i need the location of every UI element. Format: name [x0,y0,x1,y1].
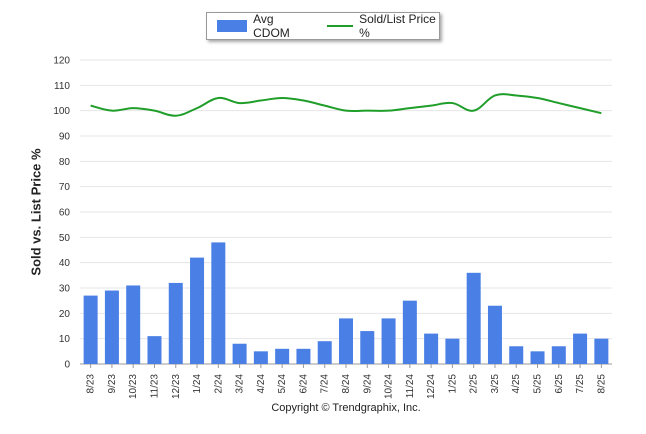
x-tick-10-23: 10/23 [128,374,139,399]
chart-legend: Avg CDOM Sold/List Price % [206,12,440,40]
x-tick-1-25: 1/25 [447,374,458,394]
bar-5-24 [275,348,290,364]
bar-11-24 [402,300,417,364]
bar-2-24 [211,242,226,364]
x-tick-8-24: 8/24 [341,374,352,394]
bar-series [83,242,609,364]
legend-item-sold-list: Sold/List Price % [307,12,439,40]
x-tick-12-24: 12/24 [426,374,437,399]
bar-3-25 [487,305,502,364]
legend-item-avg-cdom: Avg CDOM [207,12,307,40]
bar-1-25 [445,338,460,364]
x-tick-2-24: 2/24 [213,374,224,394]
y-tick-40: 40 [59,258,71,269]
x-tick-7-25: 7/25 [575,374,586,394]
x-tick-11-24: 11/24 [405,374,416,399]
x-tick-8-23: 8/23 [86,374,97,394]
x-tick-7-24: 7/24 [320,374,331,394]
y-tick-60: 60 [59,208,71,219]
x-tick-3-25: 3/25 [490,374,501,394]
line-series [90,93,602,117]
legend-swatch-bar [217,20,248,32]
copyright-text: Copyright © Trendgraphix, Inc. [271,402,421,414]
bar-6-24 [296,348,311,364]
bar-5-25 [530,351,545,364]
y-tick-70: 70 [59,182,71,193]
y-tick-labels: 0 10 20 30 40 50 60 70 80 90 100 110 120 [53,56,70,371]
x-tick-6-25: 6/25 [554,374,565,394]
x-tick-5-25: 5/25 [533,374,544,394]
x-tick-12-23: 12/23 [171,374,182,399]
y-tick-30: 30 [59,284,71,295]
x-tick-5-24: 5/24 [277,374,288,394]
bar-12-23 [168,282,183,364]
x-tick-2-25: 2/25 [469,374,480,394]
bar-4-24 [253,351,268,364]
y-tick-50: 50 [59,233,71,244]
y-tick-110: 110 [54,81,70,92]
y-axis-label: Sold vs. List Price % [28,148,44,276]
bar-10-23 [126,285,141,364]
x-tick-9-24: 9/24 [362,374,373,394]
bar-11-23 [147,336,162,364]
bar-8-24 [339,318,353,364]
bar-4-25 [509,346,524,364]
y-tick-80: 80 [59,157,71,168]
bar-7-25 [573,333,588,364]
y-tick-90: 90 [59,132,71,143]
bar-8-23 [83,295,98,364]
y-tick-0: 0 [64,360,70,371]
bar-2-25 [466,272,481,364]
sold-list-price-line [90,93,602,117]
y-tick-10: 10 [59,334,71,345]
bar-9-24 [360,331,375,364]
x-tick-4-24: 4/24 [256,374,267,394]
bar-1-24 [190,257,205,364]
x-tick-9-23: 9/23 [107,374,118,394]
bar-3-24 [232,343,247,364]
legend-swatch-line [326,25,354,27]
bar-9-23 [104,290,119,364]
bar-8-25 [594,338,609,364]
y-tick-120: 120 [53,56,70,67]
x-tick-labels: 8/23 9/23 10/23 11/23 12/23 1/24 2/24 3/24 4/24 5… [86,364,607,399]
x-tick-4-25: 4/25 [511,374,522,394]
bar-12-24 [424,333,439,364]
x-tick-11-23: 11/23 [149,374,160,399]
bar-6-25 [551,346,566,364]
legend-label-sold-list: Sold/List Price % [359,12,436,40]
grid-lines [80,59,612,365]
legend-label-avg-cdom: Avg CDOM [253,12,290,40]
x-tick-1-24: 1/24 [192,374,203,394]
y-tick-20: 20 [59,309,71,320]
bar-10-24 [381,318,396,364]
x-tick-8-25: 8/25 [596,374,607,394]
x-tick-6-24: 6/24 [298,374,309,394]
x-tick-10-24: 10/24 [384,374,395,399]
x-tick-3-24: 3/24 [235,374,246,394]
y-tick-100: 100 [53,106,70,117]
bar-7-24 [317,341,332,364]
